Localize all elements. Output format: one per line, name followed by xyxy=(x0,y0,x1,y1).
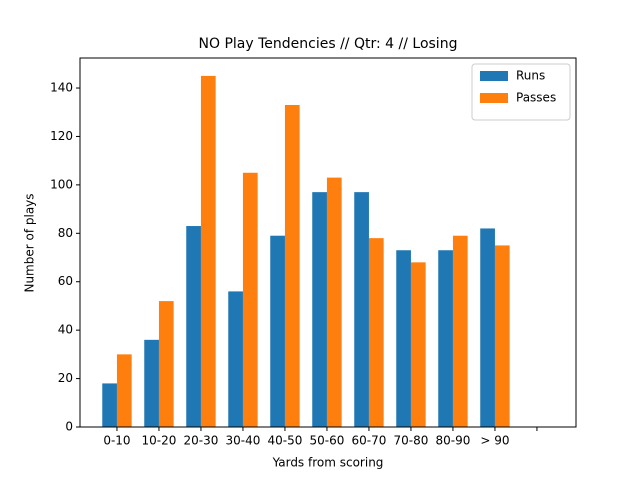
bar xyxy=(144,339,159,427)
bar xyxy=(494,245,510,427)
y-tick-label: 100 xyxy=(50,177,73,191)
y-tick-label: 120 xyxy=(50,129,73,143)
bar xyxy=(242,172,258,427)
y-tick-label: 20 xyxy=(58,371,73,385)
legend-label: Runs xyxy=(516,69,545,83)
x-tick-label: 60-70 xyxy=(352,434,387,448)
axes-frame xyxy=(79,57,577,428)
bar xyxy=(438,250,453,427)
x-tick-label: 50-60 xyxy=(310,434,345,448)
x-tick-label: > 90 xyxy=(480,434,509,448)
y-tick-label: 40 xyxy=(58,323,73,337)
y-tick-label: 0 xyxy=(65,420,73,434)
bar xyxy=(270,235,285,427)
x-tick-label: 80-90 xyxy=(436,434,471,448)
bar xyxy=(228,291,243,427)
x-tick-label: 0-10 xyxy=(103,434,130,448)
bar xyxy=(368,238,384,427)
chart-title: NO Play Tendencies // Qtr: 4 // Losing xyxy=(199,36,458,52)
y-axis-label: Number of plays xyxy=(23,193,37,292)
y-tick-label: 60 xyxy=(58,274,73,288)
bar xyxy=(452,235,468,427)
legend-swatch xyxy=(480,93,508,103)
x-tick-label: 20-30 xyxy=(184,434,219,448)
bar xyxy=(116,354,132,427)
x-tick-label: 40-50 xyxy=(268,434,303,448)
y-tick-label: 140 xyxy=(50,81,73,95)
bar xyxy=(326,177,342,427)
bar xyxy=(102,383,117,427)
x-tick-label: 10-20 xyxy=(142,434,177,448)
bar xyxy=(410,262,426,427)
x-tick-label: 70-80 xyxy=(394,434,429,448)
legend-label: Passes xyxy=(516,91,556,105)
bar xyxy=(312,192,327,427)
x-tick-label: 30-40 xyxy=(226,434,261,448)
bar xyxy=(200,75,216,427)
y-tick-label: 80 xyxy=(58,226,73,240)
bar xyxy=(186,226,201,427)
bar xyxy=(396,250,411,427)
bar xyxy=(354,192,369,427)
bar xyxy=(284,104,300,427)
legend-swatch xyxy=(480,71,508,81)
bar xyxy=(158,301,174,427)
x-axis-label: Yards from scoring xyxy=(272,456,384,470)
bar xyxy=(480,228,495,427)
